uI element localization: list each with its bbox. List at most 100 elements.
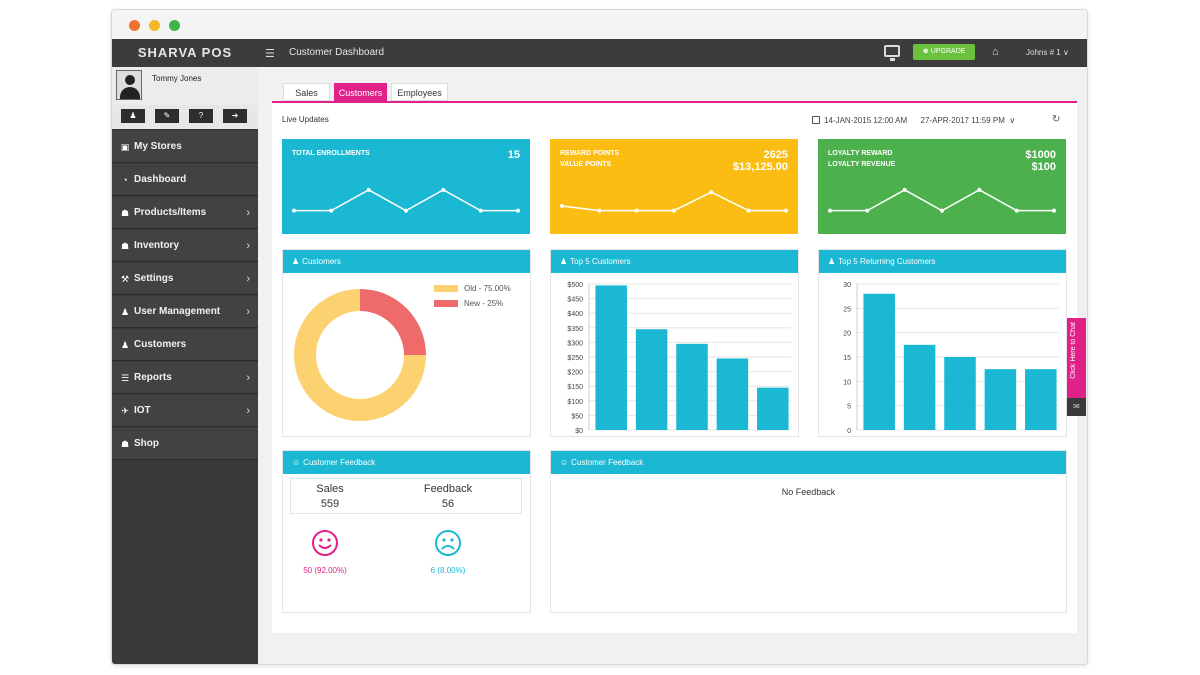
sidebar-item-products-items[interactable]: ☗ Products/Items ›	[112, 197, 258, 229]
stat-label-primary: LOYALTY REWARD	[828, 150, 893, 157]
menu-toggle-icon[interactable]: ☰	[265, 48, 275, 60]
sidebar-item-settings[interactable]: ⚒ Settings ›	[112, 263, 258, 295]
sparkline-point	[977, 187, 982, 192]
top5-customers-header: ♟ Top 5 Customers	[551, 250, 798, 273]
upgrade-label: UPGRADE	[930, 48, 966, 55]
chat-tab[interactable]: Click Here to Chat	[1067, 318, 1086, 416]
logout-icon[interactable]: ➜	[223, 109, 247, 123]
tab-customers[interactable]: Customers	[334, 83, 387, 101]
maximize-window-button[interactable]	[169, 20, 180, 31]
refresh-icon[interactable]: ↻	[1052, 114, 1061, 125]
sparkline	[292, 187, 520, 213]
sidebar-item-label: User Management	[134, 306, 221, 317]
chevron-right-icon: ›	[246, 372, 250, 384]
customer-icon: ♟	[120, 340, 130, 350]
sparkline-point	[1052, 208, 1056, 213]
sparkline-line	[561, 191, 786, 212]
sales-value: 559	[320, 498, 340, 510]
sparkline-point	[709, 190, 714, 195]
app-window: SHARVA POS ☰ Customer Dashboard ♚ UPGRAD…	[111, 9, 1088, 665]
bar-2[interactable]	[635, 329, 668, 430]
sidebar-item-user-management[interactable]: ♟ User Management ›	[112, 296, 258, 328]
bar-5[interactable]	[757, 387, 789, 430]
sparkline-point	[828, 208, 832, 213]
upgrade-button[interactable]: ♚ UPGRADE	[913, 44, 975, 60]
smiley-icon: ☺	[292, 458, 301, 467]
donut-slice-new[interactable]	[360, 289, 426, 355]
bar-3[interactable]	[944, 357, 976, 430]
sidebar-item-customers[interactable]: ♟ Customers	[112, 329, 258, 361]
sidebar-item-label: My Stores	[134, 141, 182, 152]
date-range-picker[interactable]: 14-JAN-2015 12:00 AM 27-APR-2017 11:59 P…	[812, 116, 1015, 125]
stat-value-primary: $1000	[1025, 149, 1056, 161]
y-tick-label: 10	[843, 379, 851, 386]
close-window-button[interactable]	[129, 20, 140, 31]
wrench-icon: ⚒	[120, 274, 130, 284]
donut-slice-old[interactable]	[294, 289, 426, 421]
tab-sales[interactable]: Sales	[283, 83, 330, 101]
sidebar-item-my-stores[interactable]: ▣ My Stores	[112, 131, 258, 163]
sidebar-item-reports[interactable]: ☰ Reports ›	[112, 362, 258, 394]
minimize-window-button[interactable]	[149, 20, 160, 31]
sparkline-point	[292, 208, 296, 213]
y-tick-label: $0	[575, 428, 583, 435]
legend-new: New - 25%	[434, 299, 503, 308]
y-tick-label: $300	[567, 340, 583, 347]
top5-returning-title: Top 5 Returning Customers	[838, 257, 936, 266]
sidebar-item-label: Inventory	[134, 240, 180, 251]
top5-returning-chart: 0 5 10 15 20 25 30	[843, 282, 1059, 435]
sidebar-item-label: Products/Items	[134, 207, 207, 218]
bar-1[interactable]	[595, 285, 627, 430]
legend-swatch-old	[434, 285, 458, 292]
calendar-icon	[812, 116, 820, 124]
brush-icon[interactable]: ✎	[155, 109, 179, 123]
stat-label-secondary: LOYALTY REVENUE	[828, 161, 896, 168]
sparkline-point	[516, 208, 520, 213]
no-feedback-text: No Feedback	[781, 487, 836, 497]
user-menu[interactable]: Johns # 1 ∨	[1026, 48, 1069, 57]
customer-icon: ♟	[828, 257, 836, 266]
y-tick-label: $150	[567, 384, 583, 391]
sidebar-item-shop[interactable]: ☗ Shop	[112, 428, 258, 460]
chevron-right-icon: ›	[246, 240, 250, 252]
customer-feedback-header: ☺ Customer Feedback	[283, 451, 530, 474]
feedback-summary	[290, 478, 522, 514]
tab-employees[interactable]: Employees	[391, 83, 448, 101]
store-icon: ▣	[120, 142, 130, 152]
feedback-label: Feedback	[423, 483, 473, 495]
customers-card: ♟ Customers Old - 75.00% New - 25%	[282, 249, 531, 437]
bar-2[interactable]	[903, 344, 936, 430]
user-icon[interactable]: ♟	[121, 109, 145, 123]
y-tick-label: 0	[847, 428, 851, 435]
live-updates-label: Live Updates	[282, 115, 329, 124]
bar-4[interactable]	[984, 369, 1017, 430]
sidebar-item-inventory[interactable]: ☗ Inventory ›	[112, 230, 258, 262]
smiley-icon: ☺	[560, 458, 569, 467]
help-icon[interactable]: ?	[189, 109, 213, 123]
avatar[interactable]	[116, 70, 142, 100]
y-tick-label: $400	[567, 311, 583, 318]
bar-4[interactable]	[716, 358, 749, 430]
stat-label-primary: TOTAL ENROLLMENTS	[292, 150, 370, 157]
user-menu-label: Johns # 1	[1026, 48, 1061, 57]
negative-feedback-count: 6 (8.00%)	[430, 566, 466, 575]
home-icon[interactable]: ⌂	[992, 46, 999, 58]
sidebar-item-iot[interactable]: ✈ IOT ›	[112, 395, 258, 427]
chevron-right-icon: ›	[246, 306, 250, 318]
customers-donut-chart	[294, 289, 426, 421]
top5-customers-card: ♟ Top 5 Customers $0 $50 $100 $150 $200 $250 $3…	[550, 249, 799, 437]
sidebar-item-dashboard[interactable]: ◔ Dashboard	[112, 164, 258, 196]
sparkline-point	[1014, 208, 1019, 213]
y-tick-label: 15	[843, 355, 851, 362]
top5-returning-header: ♟ Top 5 Returning Customers	[819, 250, 1066, 273]
page-title: Customer Dashboard	[289, 47, 385, 58]
iot-icon: ✈	[121, 406, 129, 416]
bar-3[interactable]	[676, 343, 708, 430]
bar-5[interactable]	[1025, 369, 1057, 430]
bar-1[interactable]	[863, 293, 895, 430]
brand-logo[interactable]: SHARVA POS	[137, 45, 233, 60]
chat-icon[interactable]: ✉	[1067, 398, 1086, 416]
monitor-icon[interactable]	[884, 45, 900, 61]
profile-panel: Tommy Jones	[112, 67, 258, 105]
reports-icon: ☰	[120, 373, 130, 383]
